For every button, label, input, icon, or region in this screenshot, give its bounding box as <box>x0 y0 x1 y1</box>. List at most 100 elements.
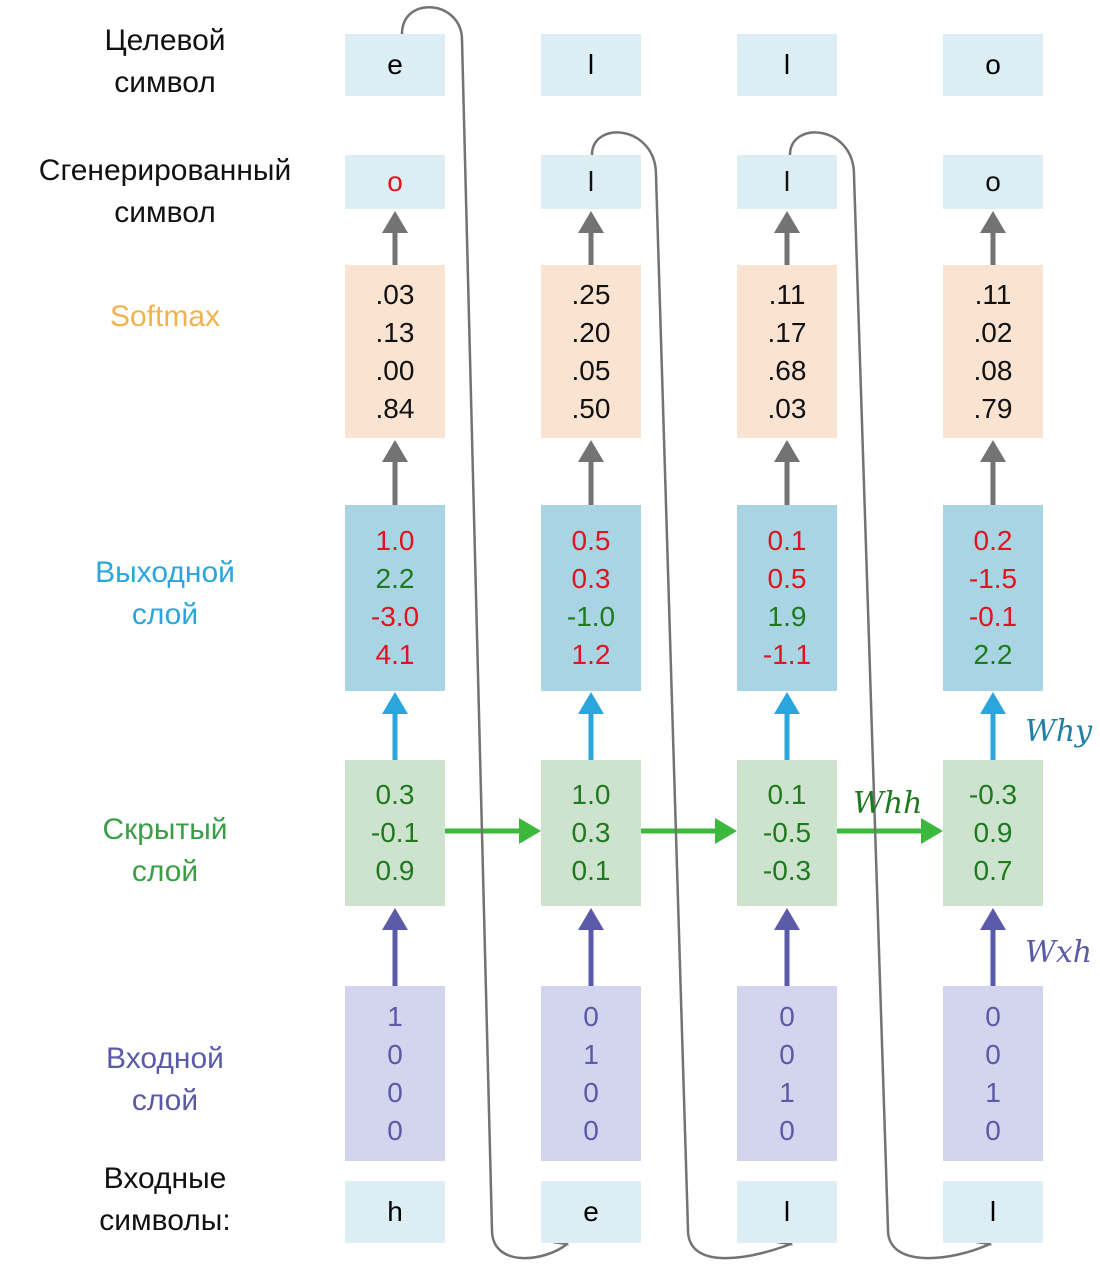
softmax-to-generated-arrow-head <box>382 211 408 233</box>
input-value: 0 <box>583 1114 599 1146</box>
hidden-to-output-arrow-head <box>774 692 800 714</box>
generated-char-box: o <box>943 155 1043 209</box>
softmax-value: .05 <box>571 354 611 386</box>
generated-char-box: o <box>345 155 445 209</box>
softmax-value: .03 <box>375 278 415 310</box>
hidden-value: -0.3 <box>762 855 812 886</box>
hidden-recurrent-arrow-2-head <box>715 818 737 844</box>
feedback-curve-3 <box>788 131 991 1260</box>
feedback-curve-1 <box>400 6 568 1260</box>
target-char: o <box>985 49 1001 80</box>
input-value: 0 <box>779 1038 795 1070</box>
hidden-value: -0.5 <box>762 817 812 848</box>
input-char-box: l <box>943 1181 1043 1243</box>
hidden-state-box: -0.3 0.9 0.7 <box>943 760 1043 906</box>
softmax-value: .11 <box>768 278 806 310</box>
hidden-to-output-arrow-head <box>980 692 1006 714</box>
input-to-hidden-arrow-head <box>980 908 1006 930</box>
target-char-box: e <box>345 34 445 96</box>
target-char-box: l <box>541 34 641 96</box>
softmax-value: .79 <box>973 392 1013 424</box>
output-box: 0.5 0.3 -1.0 1.2 <box>541 505 641 691</box>
label-input-layer: Входной слой <box>106 1042 224 1117</box>
hidden-to-output-arrow-head <box>382 692 408 714</box>
hidden-recurrent-arrow-3-head <box>921 818 943 844</box>
feedback-curve-2 <box>590 131 792 1260</box>
softmax-value: .08 <box>973 354 1013 386</box>
softmax-box: .03 .13 .00 .84 <box>345 265 445 438</box>
target-char: l <box>587 49 595 80</box>
hidden-value: 0.9 <box>973 817 1013 848</box>
hidden-value: 0.7 <box>973 855 1013 886</box>
weight-why-label: Why <box>1025 714 1093 749</box>
softmax-value: .20 <box>571 316 611 348</box>
hidden-value: 0.1 <box>571 855 611 886</box>
generated-char: o <box>387 166 403 197</box>
input-value: 1 <box>583 1038 599 1070</box>
output-value: 0.1 <box>767 525 807 556</box>
input-value: 0 <box>583 1000 599 1032</box>
label-output-layer: Выходной слой <box>95 556 235 631</box>
softmax-box: .25 .20 .05 .50 <box>541 265 641 438</box>
hidden-value: 0.1 <box>767 779 807 810</box>
hidden-to-output-arrow-head <box>578 692 604 714</box>
hidden-state-box: 0.3 -0.1 0.9 <box>345 760 445 906</box>
softmax-to-generated-arrow-head <box>578 211 604 233</box>
hidden-value: -0.3 <box>968 779 1018 810</box>
input-value: 0 <box>779 1000 795 1032</box>
output-to-softmax-arrow-head <box>578 440 604 462</box>
output-value: 1.9 <box>767 601 807 632</box>
input-to-hidden-arrow-head <box>578 908 604 930</box>
input-char: e <box>583 1196 599 1227</box>
softmax-to-generated-arrow-head <box>774 211 800 233</box>
label-generated: Сгенерированный символ <box>38 154 292 229</box>
input-vector-box: 0 0 1 0 <box>943 986 1043 1161</box>
hidden-value: 0.3 <box>571 817 611 848</box>
softmax-value: .11 <box>974 278 1012 310</box>
output-value: 1.2 <box>571 639 611 670</box>
weight-whh-label: Whh <box>853 786 923 821</box>
output-value: -3.0 <box>370 601 420 632</box>
input-value: 0 <box>387 1076 403 1108</box>
output-value: -1.5 <box>968 563 1018 594</box>
output-box: 1.0 2.2 -3.0 4.1 <box>345 505 445 691</box>
target-char-box: o <box>943 34 1043 96</box>
input-char: l <box>989 1196 997 1227</box>
softmax-value: .13 <box>375 316 415 348</box>
generated-char: l <box>783 166 791 197</box>
target-char-box: l <box>737 34 837 96</box>
label-target: Целевой символ <box>104 24 226 99</box>
output-value: 0.2 <box>973 525 1013 556</box>
softmax-value: .03 <box>767 392 807 424</box>
input-value: 0 <box>583 1076 599 1108</box>
input-value: 1 <box>387 1000 403 1032</box>
output-value: 0.5 <box>767 563 807 594</box>
target-char: e <box>387 49 403 80</box>
input-value: 0 <box>985 1000 1001 1032</box>
softmax-value: .00 <box>375 354 415 386</box>
hidden-value: 1.0 <box>571 779 611 810</box>
input-value: 1 <box>779 1076 795 1108</box>
softmax-value: .17 <box>767 316 807 348</box>
input-to-hidden-arrow-head <box>382 908 408 930</box>
input-value: 0 <box>985 1038 1001 1070</box>
softmax-value: .68 <box>767 354 807 386</box>
hidden-value: 0.3 <box>375 779 415 810</box>
output-to-softmax-arrow-head <box>382 440 408 462</box>
input-char-box: l <box>737 1181 837 1243</box>
softmax-value: .25 <box>571 278 611 310</box>
output-value: -0.1 <box>968 601 1018 632</box>
output-value: 2.2 <box>375 563 415 594</box>
label-hidden-layer: Скрытый слой <box>102 813 228 888</box>
output-value: 0.3 <box>571 563 611 594</box>
input-value: 0 <box>985 1114 1001 1146</box>
generated-char-box: l <box>541 155 641 209</box>
hidden-value: 0.9 <box>375 855 415 886</box>
input-to-hidden-arrow-head <box>774 908 800 930</box>
target-char: l <box>783 49 791 80</box>
input-vector-box: 0 1 0 0 <box>541 986 641 1161</box>
output-to-softmax-arrow-head <box>980 440 1006 462</box>
output-to-softmax-arrow-head <box>774 440 800 462</box>
input-char-box: e <box>541 1181 641 1243</box>
